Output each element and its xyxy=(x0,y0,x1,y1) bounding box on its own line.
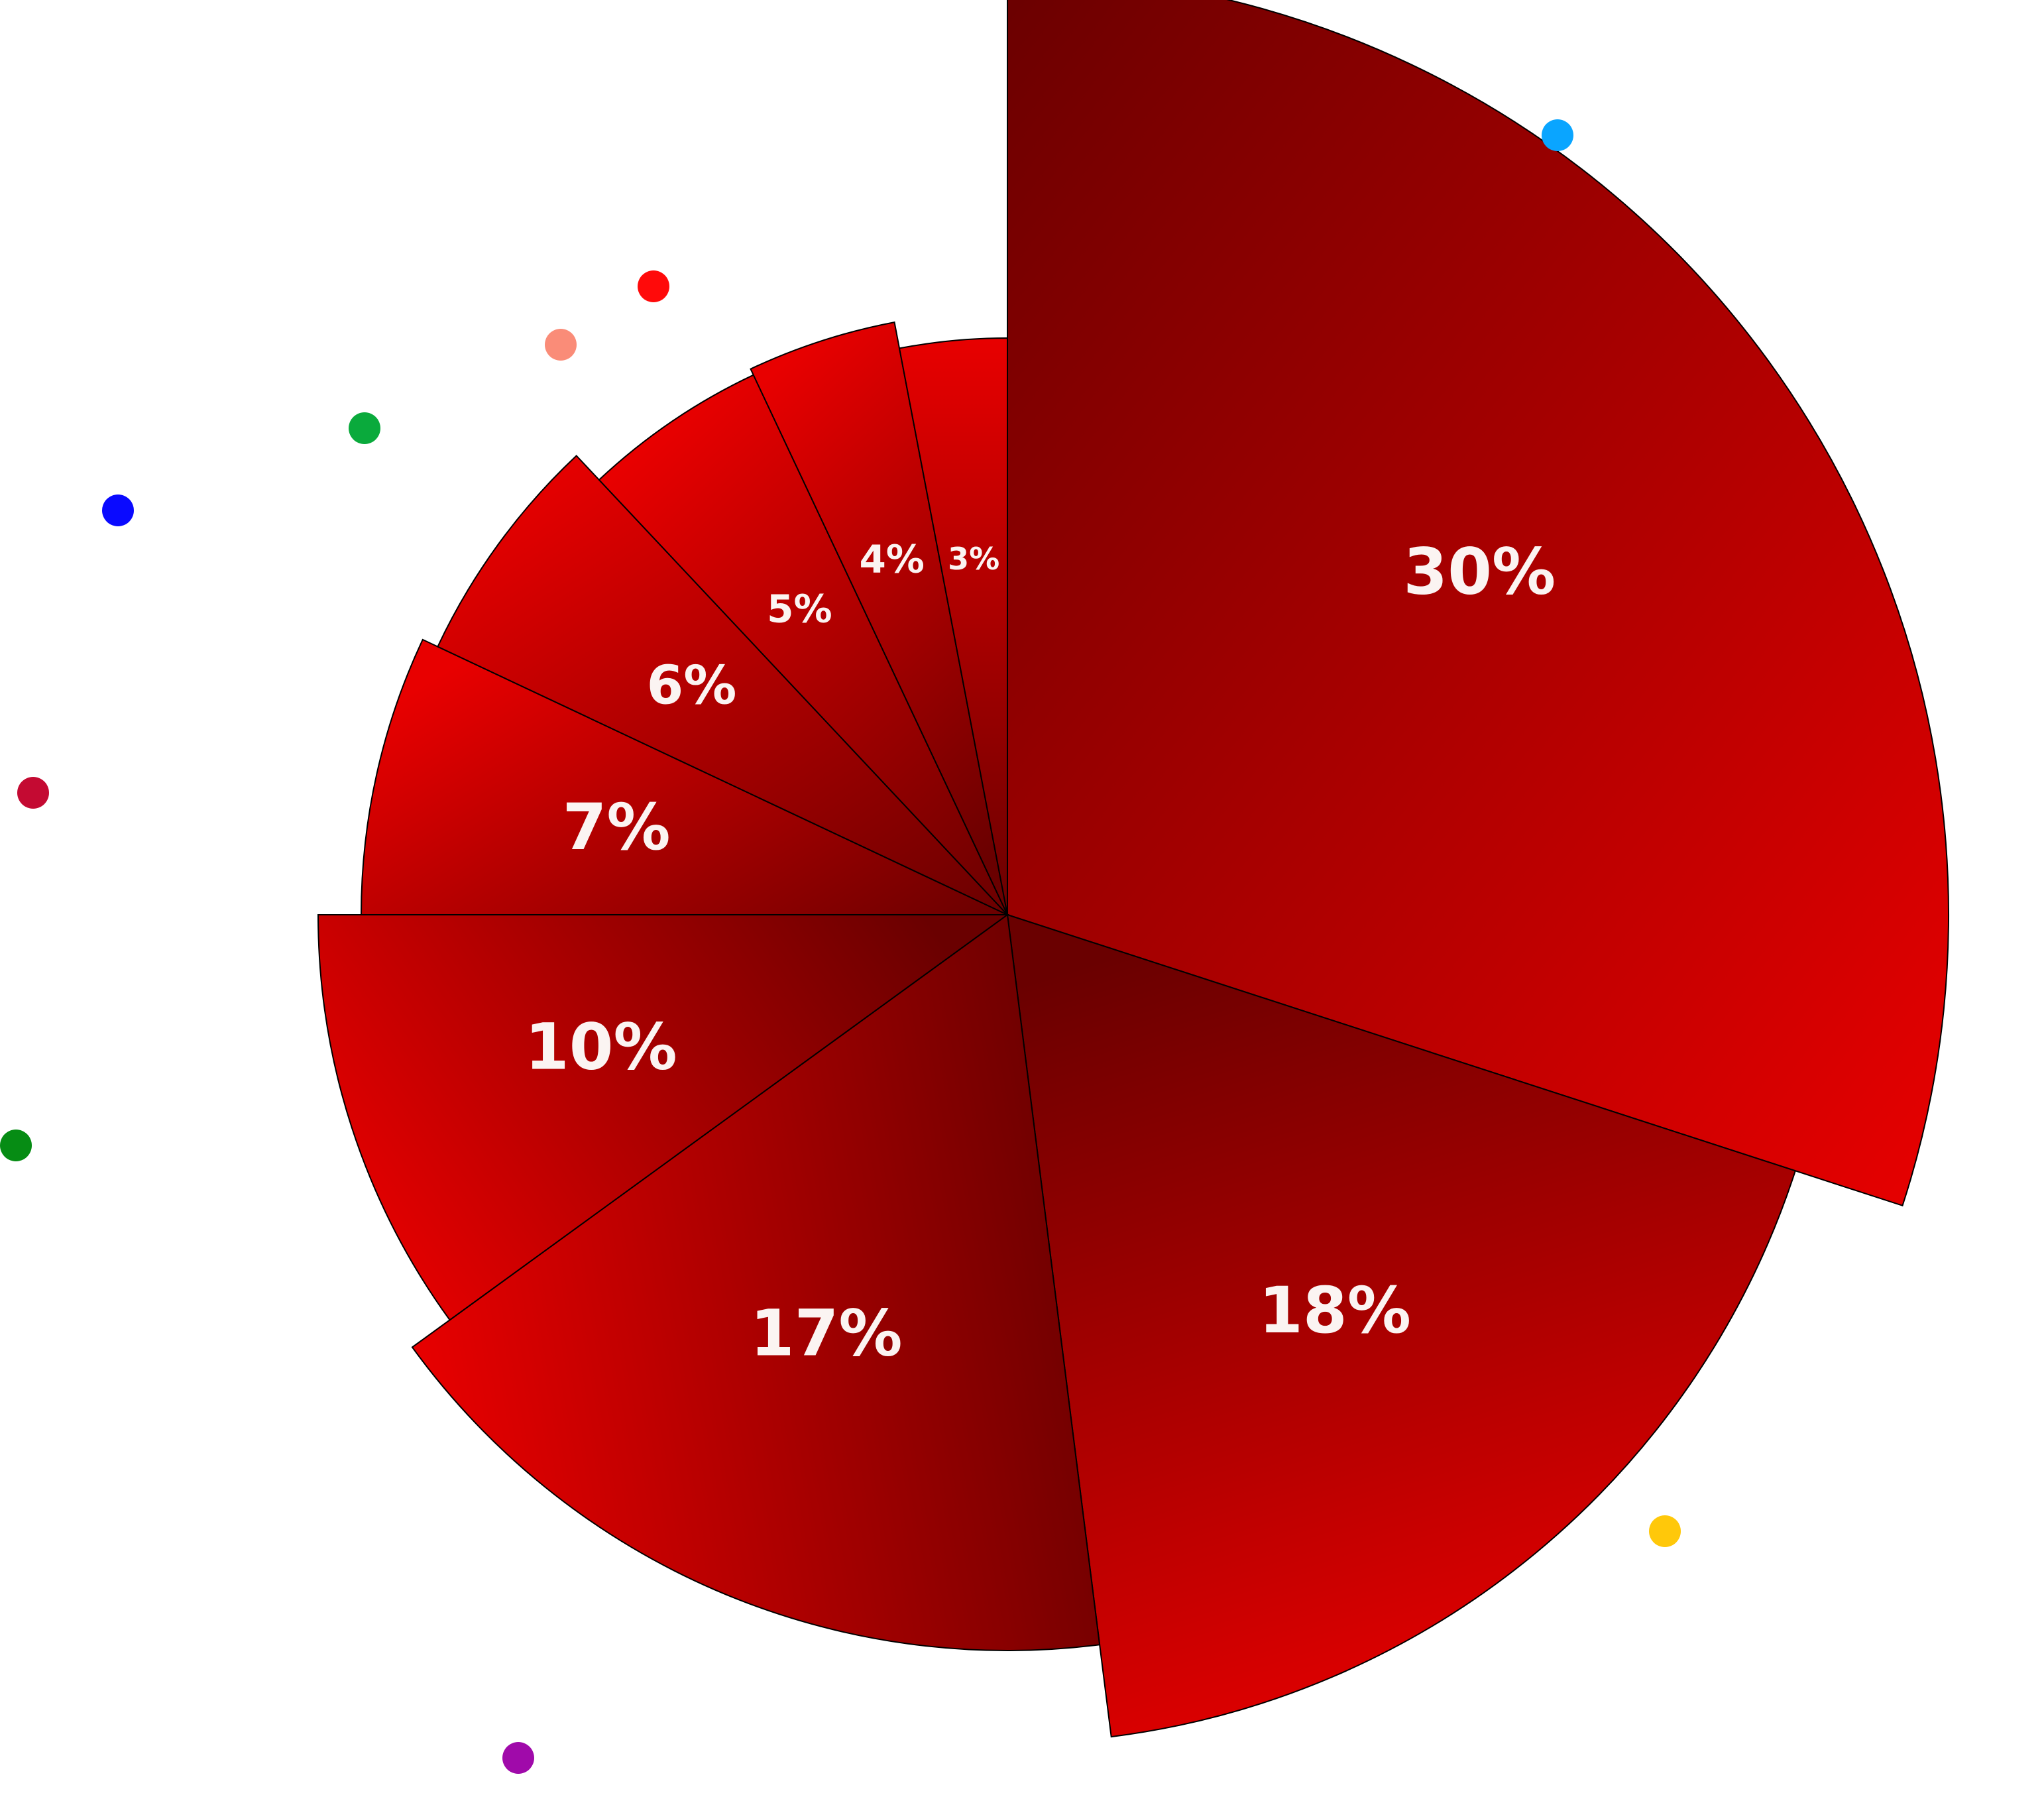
pie-slice-6 xyxy=(437,455,1008,915)
pie-slice-10 xyxy=(317,914,1010,1321)
slice-label-30: 30% xyxy=(1403,535,1556,609)
slice-label-17: 17% xyxy=(750,1297,903,1371)
legend-dot-5 xyxy=(349,412,380,444)
pie-labels: 30% 18% 17% 10% 7% 6% 5% 4% 3% xyxy=(525,535,1556,1371)
slice-label-4: 4% xyxy=(859,536,924,581)
legend-dot-6 xyxy=(102,494,134,526)
pie-slice-5 xyxy=(598,374,1008,915)
legend-dot-7 xyxy=(17,777,49,809)
legend-dots xyxy=(0,119,1681,1774)
pie-slice-7 xyxy=(360,638,1008,915)
pie-slice-17 xyxy=(411,913,1101,1651)
pie-slice-4 xyxy=(750,321,1008,915)
legend-dot-10 xyxy=(0,1130,32,1161)
slice-label-7: 7% xyxy=(563,790,671,864)
pie-slice-3 xyxy=(898,337,1008,915)
slice-label-3: 3% xyxy=(948,541,999,577)
legend-dot-4 xyxy=(545,329,577,361)
pie-slices xyxy=(317,0,1949,1738)
slice-label-10: 10% xyxy=(525,1010,677,1084)
legend-dot-17 xyxy=(502,1742,534,1774)
legend-dot-3 xyxy=(638,270,669,302)
pie-slice-30 xyxy=(1007,0,1949,1207)
slice-label-18: 18% xyxy=(1259,1273,1411,1348)
slice-label-5: 5% xyxy=(767,587,832,632)
legend-dot-30 xyxy=(1542,119,1573,151)
slice-label-6: 6% xyxy=(647,654,737,716)
pie-slice-18 xyxy=(1006,913,1797,1738)
legend-dot-18 xyxy=(1649,1515,1681,1547)
